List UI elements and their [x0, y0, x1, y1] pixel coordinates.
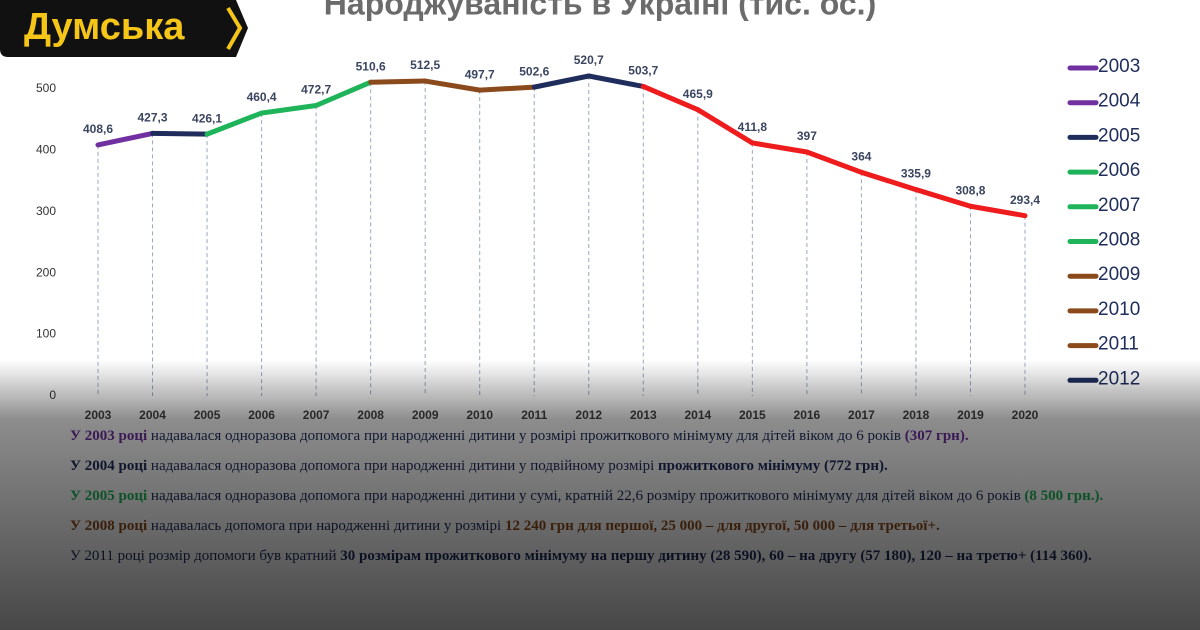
- x-tick-label: 2018: [903, 408, 930, 422]
- chart-title: Народжуваність в Україні (тис. ос.): [324, 0, 876, 21]
- data-label: 293,4: [1010, 193, 1040, 207]
- x-tick-label: 2005: [194, 408, 221, 422]
- x-tick-label: 2020: [1012, 408, 1039, 422]
- legend-label: 2012: [1098, 368, 1140, 389]
- x-tick-label: 2012: [575, 408, 602, 422]
- y-tick-label: 0: [49, 388, 56, 402]
- x-tick-label: 2011: [521, 408, 547, 422]
- data-label: 502,6: [519, 64, 549, 78]
- x-tick-label: 2016: [794, 408, 821, 422]
- note-paragraph: У 2008 році надавалась допомога при наро…: [0, 518, 1125, 535]
- legend-label: 2011: [1098, 334, 1139, 355]
- x-tick-label: 2006: [248, 408, 275, 422]
- data-label: 426,1: [192, 111, 222, 125]
- x-tick-label: 2019: [957, 408, 984, 422]
- data-label: 503,7: [628, 64, 658, 78]
- data-label: 520,7: [574, 53, 604, 67]
- logo-text: Думська: [24, 6, 185, 48]
- data-label: 460,4: [247, 90, 277, 104]
- legend-label: 2010: [1098, 299, 1140, 320]
- data-label: 335,9: [901, 167, 931, 181]
- note-text: надавалася одноразова допомога при народ…: [147, 488, 1025, 504]
- note-text: 12 240 грн для першої, 25 000 – для друг…: [504, 518, 940, 534]
- data-label: 308,8: [955, 183, 985, 197]
- note-text: (8 500 грн.).: [1024, 488, 1104, 504]
- legend-label: 2003: [1098, 56, 1140, 77]
- note-text: надавалась допомога при народженні дитин…: [147, 518, 505, 534]
- legend-label: 2004: [1098, 91, 1141, 112]
- logo-arrow: [226, 6, 243, 50]
- x-tick-label: 2008: [357, 408, 384, 422]
- notes: У 2003 році надавалася одноразова допомо…: [70, 428, 1125, 578]
- legend-label: 2008: [1098, 230, 1140, 251]
- note-paragraph: У 2003 році надавалася одноразова допомо…: [70, 428, 1125, 445]
- logo-bg: [0, 0, 248, 57]
- line-segment: [749, 140, 810, 155]
- data-label: 465,9: [683, 87, 713, 101]
- line-segment: [967, 203, 1028, 219]
- data-label: 497,7: [465, 67, 495, 81]
- x-tick-label: 2017: [848, 408, 875, 422]
- note-text: 30 розмірам прожиткового мінімуму на пер…: [340, 548, 1092, 564]
- y-tick-label: 400: [36, 142, 56, 156]
- legend-label: 2006: [1098, 160, 1140, 181]
- y-tick-label: 200: [36, 265, 56, 279]
- x-tick-label: 2014: [684, 408, 711, 422]
- data-label: 510,6: [356, 59, 386, 73]
- x-tick-label: 2009: [412, 408, 439, 422]
- note-paragraph: У 2005 році надавалася одноразова допомо…: [0, 488, 1125, 505]
- data-label: 397: [797, 129, 817, 143]
- note-text: У 2011 році розмір допомоги був кратний: [70, 548, 341, 564]
- line-segment: [368, 78, 428, 85]
- data-label: 427,3: [138, 111, 168, 125]
- note-paragraph: У 2004 році надавалася одноразова допомо…: [70, 458, 1125, 475]
- x-tick-label: 2010: [466, 408, 493, 422]
- data-label: 408,6: [83, 122, 113, 136]
- note-text: У 2005 році: [70, 488, 148, 504]
- y-tick-label: 500: [36, 81, 56, 95]
- note-text: надавалася одноразова допомога при народ…: [147, 458, 659, 474]
- x-tick-label: 2007: [303, 408, 330, 422]
- note-text: У 2003 році: [70, 428, 148, 444]
- data-label: 364: [851, 149, 871, 163]
- note-paragraph: У 2011 році розмір допомоги був кратний …: [0, 548, 1125, 565]
- legend-label: 2009: [1098, 264, 1140, 285]
- line-segment: [150, 130, 210, 137]
- x-tick-label: 2015: [739, 408, 766, 422]
- data-label: 411,8: [738, 120, 768, 134]
- line-segment: [422, 78, 483, 93]
- note-text: У 2008 році: [70, 518, 148, 534]
- x-tick-label: 2013: [630, 408, 657, 422]
- data-label: 472,7: [301, 83, 331, 97]
- y-tick-label: 300: [36, 204, 56, 218]
- note-text: прожиткового мінімуму (772 грн).: [658, 458, 888, 474]
- data-label: 512,5: [410, 58, 440, 72]
- logo: Думська: [0, 0, 248, 57]
- x-tick-label: 2003: [85, 408, 112, 422]
- x-tick-label: 2004: [139, 408, 166, 422]
- line-segment: [259, 103, 319, 116]
- note-text: (307 грн).: [904, 428, 969, 444]
- line-segment: [477, 84, 537, 93]
- y-tick-label: 100: [36, 327, 56, 341]
- note-text: надавалася одноразова допомога при народ…: [147, 428, 905, 444]
- note-text: У 2004 році: [70, 458, 148, 474]
- legend-label: 2007: [1098, 195, 1140, 216]
- legend-label: 2005: [1098, 125, 1140, 146]
